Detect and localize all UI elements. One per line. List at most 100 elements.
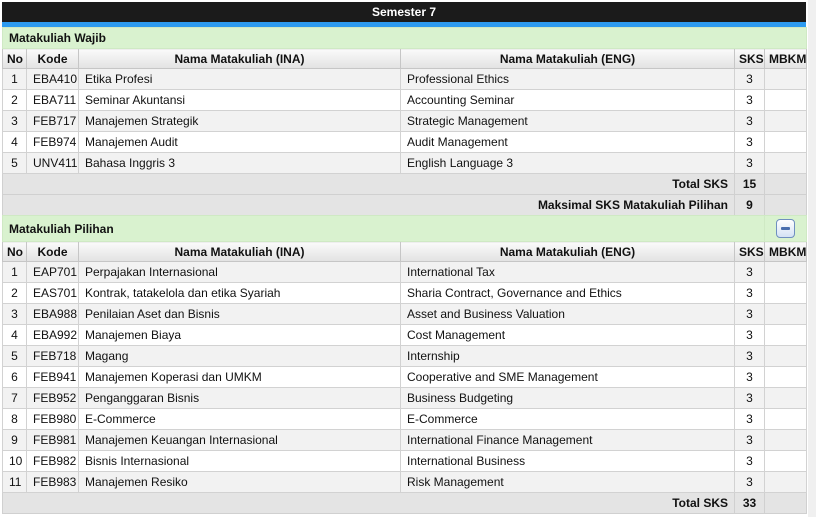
semester-header[interactable]: Semester 7 xyxy=(2,2,806,27)
table-row: 4 EBA992 Manajemen Biaya Cost Management 3 xyxy=(2,324,808,346)
column-header-no: No xyxy=(2,241,27,262)
row-no-cell: 1 xyxy=(2,261,27,283)
row-sks-cell: 3 xyxy=(733,261,766,283)
row-kode-cell: FEB982 xyxy=(26,450,79,472)
row-kode-cell: EAS701 xyxy=(26,282,79,304)
total-mbkm-cell xyxy=(763,173,808,195)
row-ina-cell: Manajemen Biaya xyxy=(78,324,401,346)
row-eng-cell: Cost Management xyxy=(400,324,735,346)
course-table: Matakuliah Wajib No Kode Nama Matakuliah (I… xyxy=(1,27,808,216)
row-eng-cell: Strategic Management xyxy=(400,110,735,132)
row-eng-cell: International Tax xyxy=(400,261,735,283)
row-eng-cell: Risk Management xyxy=(400,471,735,493)
section-title: Matakuliah Pilihan xyxy=(1,215,766,242)
row-sks-cell: 3 xyxy=(734,89,765,111)
row-ina-cell: E-Commerce xyxy=(78,408,401,430)
row-sks-cell: 3 xyxy=(733,450,766,472)
row-kode-cell: FEB717 xyxy=(26,110,79,132)
row-eng-cell: Asset and Business Valuation xyxy=(400,303,735,325)
row-mbkm-cell xyxy=(764,366,808,388)
row-ina-cell: Seminar Akuntansi xyxy=(78,89,401,111)
row-ina-cell: Bahasa Inggris 3 xyxy=(78,152,401,174)
section-header-row: Matakuliah Pilihan xyxy=(1,215,808,242)
table-row: 6 FEB941 Manajemen Koperasi dan UMKM Cooper… xyxy=(2,366,808,388)
total-row: Total SKS 15 xyxy=(2,173,808,195)
row-no-cell: 6 xyxy=(2,366,27,388)
row-ina-cell: Bisnis Internasional xyxy=(78,450,401,472)
row-no-cell: 5 xyxy=(2,152,27,174)
row-no-cell: 7 xyxy=(2,387,27,409)
row-eng-cell: Accounting Seminar xyxy=(400,89,735,111)
sections-container: Matakuliah Wajib No Kode Nama Matakuliah (I… xyxy=(0,27,808,514)
row-mbkm-cell xyxy=(763,131,808,153)
row-mbkm-cell xyxy=(764,429,808,451)
collapse-section-button[interactable] xyxy=(776,219,796,238)
row-kode-cell: FEB983 xyxy=(26,471,79,493)
row-mbkm-cell xyxy=(764,303,808,325)
table-row: 3 EBA988 Penilaian Aset dan Bisnis Asset an… xyxy=(2,303,808,325)
total-value: 15 xyxy=(734,173,765,195)
table-row: 10 FEB982 Bisnis Internasional Internationa… xyxy=(2,450,808,472)
row-sks-cell: 3 xyxy=(734,68,765,90)
row-mbkm-cell xyxy=(763,110,808,132)
row-kode-cell: EBA992 xyxy=(26,324,79,346)
row-ina-cell: Manajemen Audit xyxy=(78,131,401,153)
column-header-mbkm: MBKM xyxy=(763,48,808,69)
table-row: 5 FEB718 Magang Internship 3 xyxy=(2,345,808,367)
table-row: 2 EAS701 Kontrak, tatakelola dan etika Sya… xyxy=(2,282,808,304)
row-mbkm-cell xyxy=(764,471,808,493)
table-row: 1 EBA410 Etika Profesi Professional Ethics 3 xyxy=(2,68,808,90)
row-kode-cell: FEB952 xyxy=(26,387,79,409)
row-mbkm-cell xyxy=(764,324,808,346)
row-mbkm-cell xyxy=(764,345,808,367)
row-eng-cell: English Language 3 xyxy=(400,152,735,174)
table-row: 1 EAP701 Perpajakan Internasional Internati… xyxy=(2,261,808,283)
row-sks-cell: 3 xyxy=(733,387,766,409)
row-ina-cell: Magang xyxy=(78,345,401,367)
table-row: 4 FEB974 Manajemen Audit Audit Management 3 xyxy=(2,131,808,153)
total-mbkm-cell xyxy=(763,194,808,216)
total-row: Maksimal SKS Matakuliah Pilihan 9 xyxy=(2,194,808,216)
row-no-cell: 4 xyxy=(2,131,27,153)
row-ina-cell: Manajemen Resiko xyxy=(78,471,401,493)
row-ina-cell: Perpajakan Internasional xyxy=(78,261,401,283)
row-mbkm-cell xyxy=(764,261,808,283)
row-sks-cell: 3 xyxy=(733,366,766,388)
row-no-cell: 5 xyxy=(2,345,27,367)
total-row: Total SKS 33 xyxy=(2,492,808,514)
row-no-cell: 2 xyxy=(2,89,27,111)
column-header-mbkm: MBKM xyxy=(764,241,808,262)
row-no-cell: 3 xyxy=(2,110,27,132)
total-label: Total SKS xyxy=(2,173,735,195)
row-mbkm-cell xyxy=(763,152,808,174)
total-value: 33 xyxy=(733,492,766,514)
table-row: 8 FEB980 E-Commerce E-Commerce 3 xyxy=(2,408,808,430)
row-mbkm-cell xyxy=(763,89,808,111)
row-kode-cell: EBA711 xyxy=(26,89,79,111)
row-sks-cell: 3 xyxy=(733,408,766,430)
row-sks-cell: 3 xyxy=(733,471,766,493)
row-mbkm-cell xyxy=(764,282,808,304)
row-ina-cell: Manajemen Keuangan Internasional xyxy=(78,429,401,451)
column-header-sks: SKS xyxy=(734,48,765,69)
course-table: Matakuliah Pilihan No Kode Nama Matakuliah … xyxy=(1,215,808,514)
row-ina-cell: Manajemen Strategik xyxy=(78,110,401,132)
row-kode-cell: FEB974 xyxy=(26,131,79,153)
row-kode-cell: EBA988 xyxy=(26,303,79,325)
row-sks-cell: 3 xyxy=(733,303,766,325)
row-no-cell: 9 xyxy=(2,429,27,451)
row-eng-cell: Sharia Contract, Governance and Ethics xyxy=(400,282,735,304)
row-sks-cell: 3 xyxy=(733,324,766,346)
column-header-ina: Nama Matakuliah (INA) xyxy=(78,241,401,262)
section-title: Matakuliah Wajib xyxy=(1,27,808,49)
total-mbkm-cell xyxy=(764,492,808,514)
row-kode-cell: FEB980 xyxy=(26,408,79,430)
row-eng-cell: International Finance Management xyxy=(400,429,735,451)
table-row: 3 FEB717 Manajemen Strategik Strategic Mana… xyxy=(2,110,808,132)
row-mbkm-cell xyxy=(763,68,808,90)
column-header-no: No xyxy=(2,48,27,69)
column-header-kode: Kode xyxy=(26,241,79,262)
table-row: 9 FEB981 Manajemen Keuangan Internasional I… xyxy=(2,429,808,451)
section-collapse-cell xyxy=(764,215,808,242)
